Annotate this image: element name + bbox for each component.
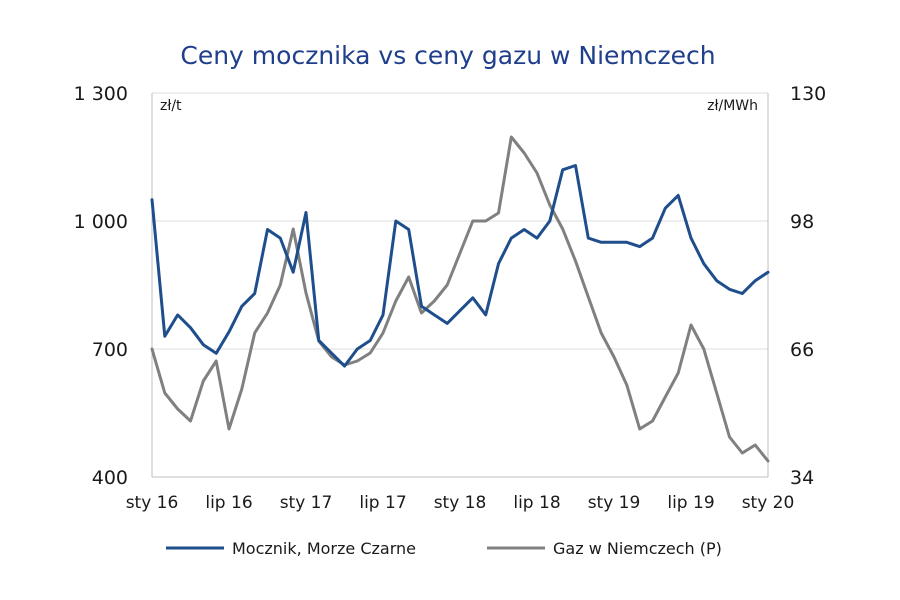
right-tick-label: 130 (790, 83, 826, 105)
x-tick-label: sty 18 (434, 493, 487, 513)
right-tick-label: 98 (790, 211, 814, 233)
left-axis-ticks: 1 300 1 000 700 400 (74, 83, 128, 489)
legend-label-urea: Mocznik, Morze Czarne (232, 539, 416, 558)
legend-label-gas: Gaz w Niemczech (P) (553, 539, 722, 558)
x-tick-label: lip 19 (667, 493, 714, 513)
legend: Mocznik, Morze Czarne Gaz w Niemczech (P… (166, 539, 722, 558)
x-tick-label: sty 16 (126, 493, 179, 513)
x-tick-label: sty 19 (588, 493, 641, 513)
x-tick-label: lip 16 (205, 493, 252, 513)
x-axis-ticks: sty 16 lip 16 sty 17 lip 17 sty 18 lip 18 sty … (126, 493, 795, 513)
right-tick-label: 66 (790, 339, 814, 361)
x-tick-label: sty 20 (742, 493, 795, 513)
series-line-urea (150, 164, 770, 368)
x-tick-label: sty 17 (280, 493, 333, 513)
left-tick-label: 400 (92, 467, 128, 489)
series-line-gas (150, 135, 770, 463)
left-axis-unit: zł/t (160, 98, 182, 114)
x-tick-label: lip 18 (513, 493, 560, 513)
left-tick-label: 1 300 (74, 83, 128, 105)
series-lines (150, 135, 770, 463)
chart-title: Ceny mocznika vs ceny gazu w Niemczech (180, 41, 715, 70)
right-axis-ticks: 130 98 66 34 (790, 83, 826, 489)
left-tick-label: 1 000 (74, 211, 128, 233)
right-axis-unit: zł/MWh (707, 98, 758, 114)
left-tick-label: 700 (92, 339, 128, 361)
right-tick-label: 34 (790, 467, 814, 489)
x-tick-label: lip 17 (359, 493, 406, 513)
grid-lines (152, 92, 768, 350)
